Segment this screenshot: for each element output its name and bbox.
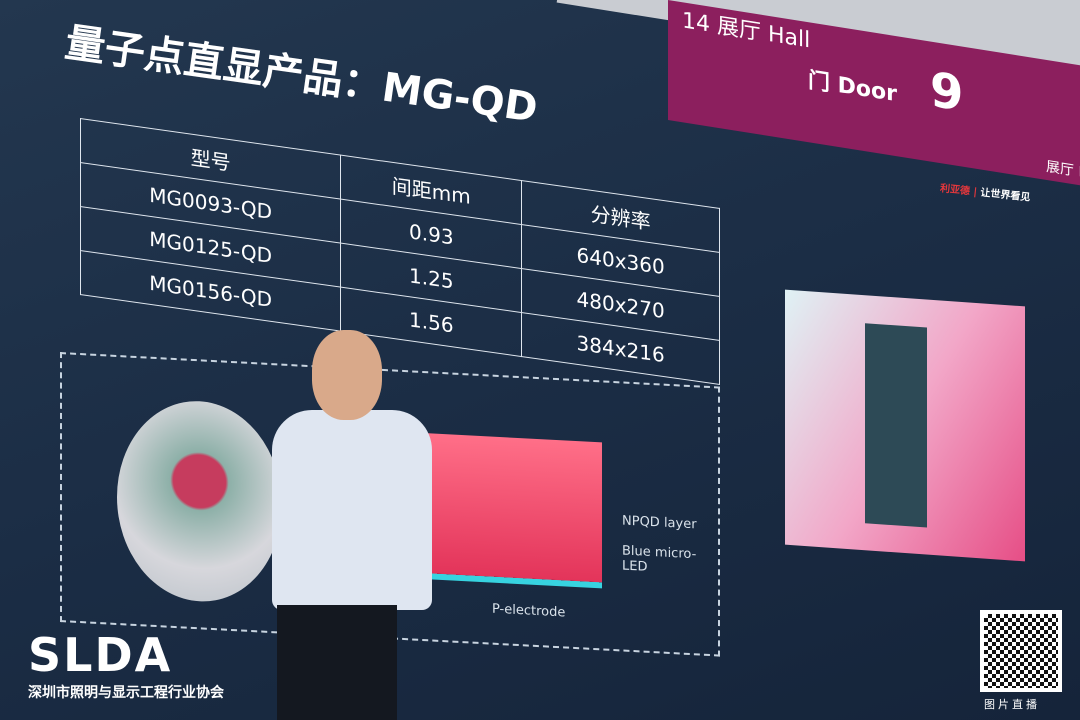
- qr-code[interactable]: [980, 610, 1062, 692]
- head: [312, 330, 382, 420]
- slda-watermark: SLDA 深圳市照明与显示工程行业协会: [28, 632, 224, 702]
- door-number: 9: [930, 61, 964, 123]
- org-name: 深圳市照明与显示工程行业协会: [28, 685, 224, 701]
- speaker: [262, 330, 462, 720]
- shirt: [272, 410, 432, 610]
- npqd-label: NPQD layer: [622, 513, 697, 533]
- pants: [277, 605, 397, 720]
- slda-logo: SLDA: [28, 628, 173, 682]
- led-panel-image: [785, 289, 1025, 562]
- p-electrode-label: P-electrode: [492, 601, 566, 621]
- quantum-dot-sphere: [117, 396, 282, 606]
- qr-caption: 图片直播: [984, 698, 1040, 711]
- blue-led-label: Blue micro-LED: [622, 543, 697, 575]
- led-module: [865, 323, 927, 528]
- door-label: 门 Door: [808, 68, 897, 108]
